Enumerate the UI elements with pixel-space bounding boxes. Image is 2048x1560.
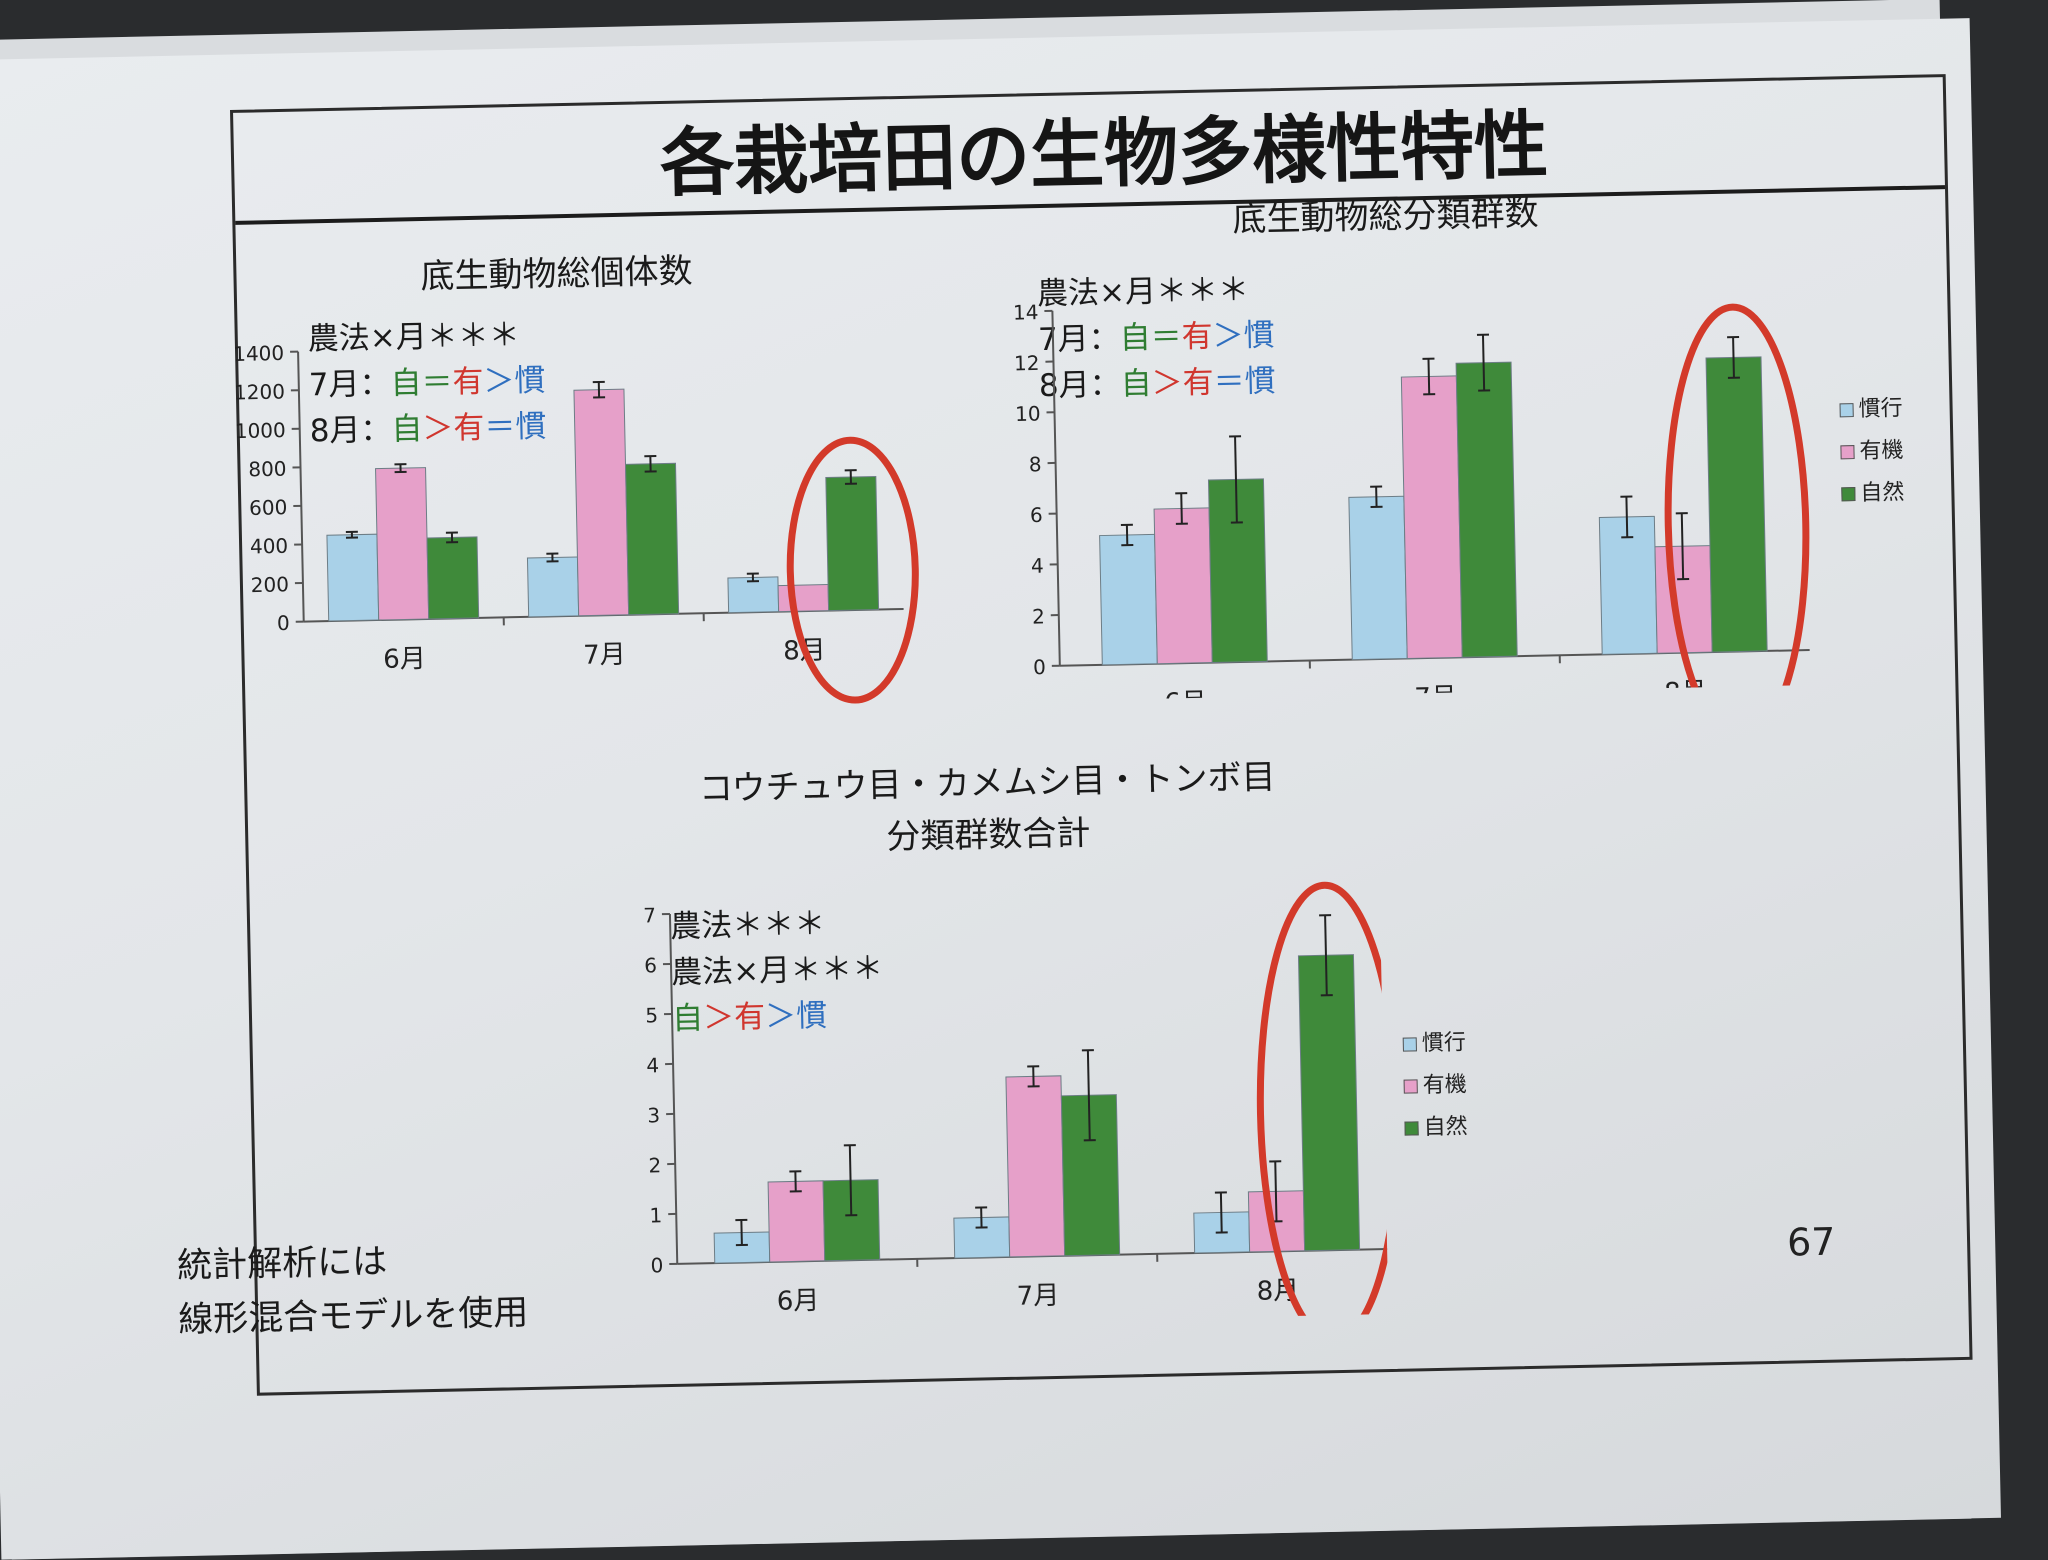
bar-natural [1456,362,1517,657]
y-tick-label: 5 [645,1003,658,1027]
y-tick-label: 1200 [234,379,285,404]
bar-organic [1006,1076,1065,1257]
error-bar [1181,493,1182,523]
error-bar [1626,497,1627,538]
legend-label: 慣行 [1858,396,1903,422]
y-axis [1052,311,1059,666]
bar-conventional [1349,496,1407,659]
error-bar [1275,1161,1276,1221]
bar-natural [826,476,879,610]
footnote-line-1: 統計解析には [177,1232,528,1293]
bar-natural [1061,1095,1119,1256]
legend-item-conventional: 慣行 [1402,1022,1466,1065]
y-tick-label: 600 [249,495,288,520]
bar-organic [768,1181,825,1262]
y-tick-label: 8 [1029,452,1042,476]
legend-swatch-conventional [1403,1037,1417,1051]
y-tick-label: 2 [648,1153,661,1177]
legend-swatch-natural [1404,1121,1418,1135]
bar-conventional [527,557,578,617]
error-bar [1428,359,1429,394]
legend-item-conventional: 慣行 [1839,388,1903,431]
y-tick-label: 3 [647,1103,660,1127]
footnote-line-2: 線形混合モデルを使用 [178,1286,529,1347]
legend-swatch-organic [1840,445,1854,459]
y-tick-label: 6 [1030,503,1043,527]
x-tick-label: 7月 [1414,682,1457,702]
legend-label: 慣行 [1422,1030,1467,1056]
y-tick-label: 0 [650,1253,663,1277]
bar-organic [1401,376,1462,659]
y-tick-label: 0 [1033,655,1046,679]
y-tick-label: 14 [1013,300,1039,325]
bar-organic [1154,508,1212,664]
chart3-legend: 慣行 有機 自然 [1402,1022,1468,1149]
y-tick-label: 10 [1015,402,1041,427]
bar-natural [1706,357,1767,652]
y-tick-label: 6 [644,953,657,977]
y-tick-label: 1400 [233,341,284,366]
legend-swatch-natural [1841,487,1855,501]
legend-label: 有機 [1422,1072,1467,1098]
bar-organic [376,468,429,620]
bar-natural [427,537,479,619]
slide-frame: 各栽培田の生物多様性特性 底生動物総個体数 農法×月＊＊＊ 7月：自＝有＞慣 8… [230,74,1973,1396]
legend-label: 自然 [1423,1114,1468,1140]
legend-item-organic: 有機 [1840,430,1904,473]
chart2-legend: 慣行 有機 自然 [1839,388,1905,515]
bar-organic [778,585,829,612]
footnote: 統計解析には 線形混合モデルを使用 [177,1232,529,1347]
bar-natural [626,463,679,614]
legend-label: 自然 [1860,480,1905,506]
x-tick-label: 7月 [583,640,626,671]
x-tick-label: 6月 [383,644,426,675]
bar-conventional [327,534,379,621]
y-tick-label: 0 [277,611,290,635]
error-bar [1221,1192,1222,1232]
y-tick-label: 12 [1014,351,1040,376]
y-tick-label: 800 [248,457,287,482]
chart3-title-block: コウチュウ目・カメムシ目・トンボ目 分類群数合計 [637,750,1339,869]
x-tick-label: 7月 [1016,1281,1059,1312]
error-bar [741,1220,742,1245]
error-bar [1733,337,1734,378]
bar-organic [574,389,629,616]
legend-item-natural: 自然 [1841,472,1905,515]
x-tick-label: 6月 [776,1286,819,1317]
legend-item-natural: 自然 [1404,1106,1468,1149]
y-axis [670,914,677,1264]
bar-natural [1298,955,1359,1251]
error-bar [1682,513,1683,579]
error-bar [1483,335,1484,391]
y-tick-label: 1000 [235,418,286,443]
y-tick-label: 4 [1031,554,1044,578]
legend-swatch-organic [1404,1079,1418,1093]
x-tick-label: 8月 [1664,677,1707,702]
bar-conventional [1100,534,1158,664]
chart1-title: 底生動物総個体数 [356,242,757,299]
legend-swatch-conventional [1839,403,1853,417]
y-tick-label: 2 [1032,604,1045,628]
x-tick-label: 6月 [1164,688,1207,703]
chart2-svg: 0 2 4 6 8 10 12 14 6月 7月 8月 [966,245,1835,703]
legend-item-organic: 有機 [1403,1064,1467,1107]
bar-natural [1208,479,1267,663]
page-number: 67 [1787,1220,1836,1265]
y-tick-label: 1 [649,1203,662,1227]
y-tick-label: 400 [250,534,289,559]
y-tick-label: 4 [646,1053,659,1077]
legend-label: 有機 [1859,438,1904,464]
y-axis [298,352,304,622]
y-tick-label: 200 [251,572,290,597]
y-tick-label: 7 [643,903,656,927]
chart2-title: 底生動物総分類群数 [1175,184,1596,242]
